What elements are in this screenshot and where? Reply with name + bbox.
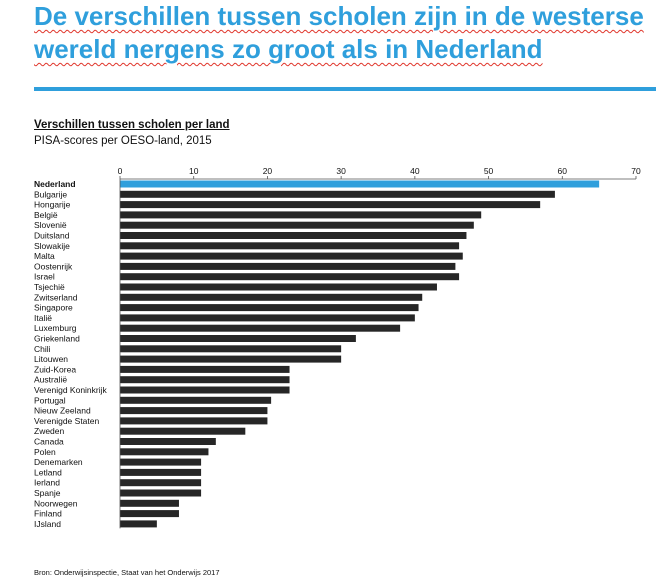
chart-subtitle: PISA-scores per OESO-land, 2015 <box>34 135 212 147</box>
bar <box>120 314 415 322</box>
x-tick-label: 10 <box>189 166 199 176</box>
bar <box>120 386 290 394</box>
category-label: Oostenrijk <box>34 261 73 271</box>
category-label: Verenigd Koninkrijk <box>34 385 108 395</box>
category-label: IJsland <box>34 519 61 529</box>
category-label: Denemarken <box>34 457 83 467</box>
bar <box>120 489 202 497</box>
bar <box>120 335 356 342</box>
bar <box>120 468 202 476</box>
bar <box>120 499 179 507</box>
source-note: Bron: Onderwijsinspectie, Staat van het … <box>34 568 220 577</box>
category-label: Luxemburg <box>34 323 77 333</box>
bar <box>120 324 401 332</box>
bar <box>120 345 342 353</box>
bar <box>120 252 463 260</box>
category-label: Spanje <box>34 488 61 498</box>
category-label: Hongarije <box>34 200 71 210</box>
bar <box>120 396 272 404</box>
bar <box>120 510 179 518</box>
x-tick-label: 40 <box>410 166 420 176</box>
bar <box>120 448 209 456</box>
category-label: Portugal <box>34 395 66 405</box>
category-label: Tsjechië <box>34 282 65 292</box>
bar <box>120 376 290 384</box>
category-label: Verenigde Staten <box>34 416 99 426</box>
bar <box>120 304 419 312</box>
category-label: Ierland <box>34 478 60 488</box>
category-label: Nieuw Zeeland <box>34 406 91 416</box>
bar <box>120 427 246 435</box>
category-label: Zweden <box>34 426 65 436</box>
bar <box>120 242 460 250</box>
category-label: Slowakije <box>34 241 70 251</box>
category-label: Bulgarije <box>34 189 67 199</box>
x-tick-label: 0 <box>118 166 123 176</box>
bar <box>120 365 290 373</box>
category-label: Griekenland <box>34 334 80 344</box>
bar <box>120 190 555 198</box>
bar <box>120 232 467 239</box>
x-tick-label: 20 <box>263 166 273 176</box>
category-label: Polen <box>34 447 56 457</box>
bar <box>120 211 482 219</box>
bar <box>120 180 600 188</box>
category-label: Singapore <box>34 303 73 313</box>
bar <box>120 479 202 487</box>
x-tick-label: 30 <box>336 166 346 176</box>
category-label: Duitsland <box>34 231 70 241</box>
x-tick-label: 50 <box>484 166 494 176</box>
category-label: België <box>34 210 58 220</box>
category-label: Litouwen <box>34 354 68 364</box>
bar <box>120 458 202 466</box>
category-label: Letland <box>34 467 62 477</box>
category-label: Italië <box>34 313 52 323</box>
x-tick-label: 60 <box>558 166 568 176</box>
bar <box>120 262 456 270</box>
category-label: Zwitserland <box>34 292 78 302</box>
bar <box>120 407 268 415</box>
category-label: Finland <box>34 509 62 519</box>
bar <box>120 417 268 425</box>
x-tick-label: 70 <box>631 166 641 176</box>
header-rule <box>34 87 656 91</box>
bar <box>120 273 460 281</box>
bar <box>120 293 423 301</box>
category-label: Canada <box>34 437 64 447</box>
bar <box>120 201 541 209</box>
category-label: Noorwegen <box>34 498 78 508</box>
category-label: Zuid-Korea <box>34 364 76 374</box>
category-label: Israel <box>34 272 55 282</box>
bar <box>120 355 342 363</box>
headline: De verschillen tussen scholen zijn in de… <box>34 1 644 64</box>
bar <box>120 283 437 291</box>
category-label: Chili <box>34 344 51 354</box>
category-label: Malta <box>34 251 55 261</box>
bar <box>120 438 216 445</box>
chart-title: Verschillen tussen scholen per land <box>34 119 230 131</box>
category-label: Slovenië <box>34 220 67 230</box>
category-label: Australië <box>34 375 67 385</box>
bar <box>120 520 157 528</box>
category-label: Nederland <box>34 179 76 189</box>
bar <box>120 221 474 229</box>
